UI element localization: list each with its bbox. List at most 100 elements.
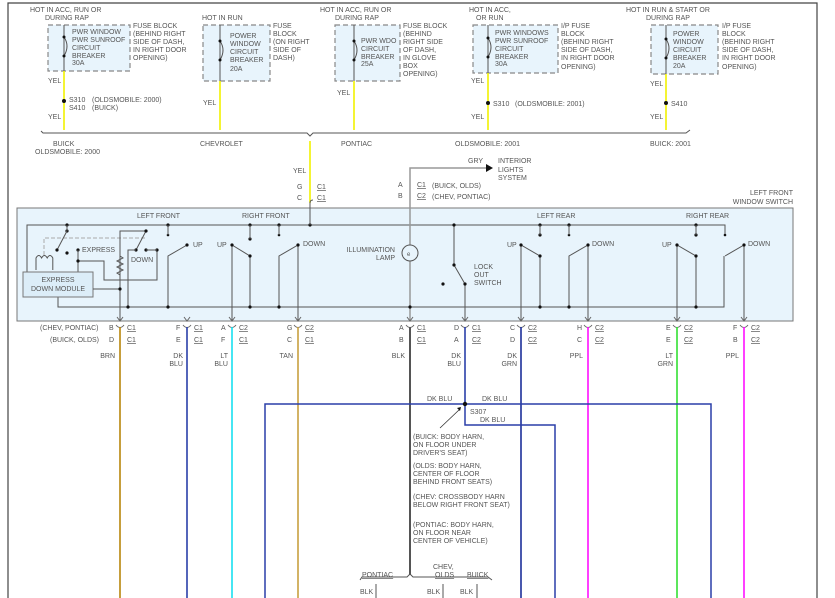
svg-text:PWR SUNROOF: PWR SUNROOF [495,38,548,45]
svg-text:WINDOW: WINDOW [230,41,261,48]
left-front-window-switch: EXPRESS DOWN EXPRESS DOWN MODULE LEFT FR… [16,199,794,322]
wire-color-label: BLU [169,361,183,368]
wire-color-label: DK [507,353,517,360]
svg-text:HOT IN RUN & START OR: HOT IN RUN & START OR [626,7,710,14]
terminal-arrow-icon [183,316,191,322]
svg-text:CIRCUIT: CIRCUIT [361,46,390,53]
svg-text:OUT: OUT [474,272,490,279]
svg-text:CIRCUIT: CIRCUIT [72,45,101,52]
svg-text:DOWN: DOWN [748,241,770,248]
svg-text:PWR WINDOWS: PWR WINDOWS [495,30,549,37]
svg-text:OPENING): OPENING) [722,64,757,71]
arrow-icon [486,164,493,172]
wire-color-label: PPL [570,353,583,360]
arrow-icon [457,407,461,411]
terminal-label: C2 [528,325,537,332]
splice-dot [664,101,668,105]
terminal-label: A [221,325,226,332]
svg-text:DOWN: DOWN [303,241,325,248]
svg-text:(BEHIND RIGHT: (BEHIND RIGHT [722,39,775,46]
svg-text:BOX: BOX [403,63,418,70]
terminal-label: C2 [528,337,537,344]
splice-location-notes: (BUICK: BODY HARN,ON FLOOR UNDERDRIVER'S… [413,434,510,545]
svg-text:(OLDSMOBILE: 2001): (OLDSMOBILE: 2001) [515,101,585,108]
svg-text:FUSE: FUSE [273,23,292,30]
illumination-lamp-icon [401,244,419,262]
terminal-label: C2 [684,325,693,332]
svg-text:DRIVER'S SEAT): DRIVER'S SEAT) [413,450,468,457]
terminal-label: C1 [194,325,203,332]
svg-text:S310: S310 [493,101,509,108]
component-title: WINDOW SWITCH [733,199,793,206]
svg-text:S307: S307 [470,409,486,416]
svg-text:OPENING): OPENING) [133,55,168,62]
svg-text:FUSE BLOCK: FUSE BLOCK [133,23,178,30]
terminal-label: C2 [751,325,760,332]
terminal-arrow-icon [740,316,748,322]
svg-text:LIGHTS: LIGHTS [498,167,524,174]
svg-text:PWR SUNROOF: PWR SUNROOF [72,37,125,44]
svg-text:PWR WDO: PWR WDO [361,38,397,45]
svg-text:C1: C1 [317,195,326,202]
rf-down-switch [278,244,299,321]
svg-text:ILLUMINATION: ILLUMINATION [347,247,396,254]
svg-text:YEL: YEL [650,114,663,121]
terminal-label: C [287,337,292,344]
svg-text:DURING RAP: DURING RAP [646,15,690,22]
rr-up-switch [676,244,697,321]
model-bracket [40,129,691,137]
svg-text:BREAKER: BREAKER [673,55,706,62]
source-circuit-breaker-1: HOT IN ACC, RUN OR DURING RAP PWR WINDOW… [30,7,187,130]
terminal-label: C1 [194,337,203,344]
svg-text:OPENING): OPENING) [403,71,438,78]
terminal-label: H [577,325,582,332]
group-label: LEFT REAR [537,213,575,220]
svg-text:CIRCUIT: CIRCUIT [230,49,259,56]
svg-text:EXPRESS: EXPRESS [82,247,115,254]
svg-text:S310: S310 [69,97,85,104]
terminal-label: C [577,337,582,344]
svg-text:C1: C1 [317,184,326,191]
svg-text:BREAKER: BREAKER [230,57,263,64]
svg-text:(BUICK, OLDS): (BUICK, OLDS) [432,183,481,190]
wire-color-label: GRN [501,361,517,368]
terminal-label: B [733,337,738,344]
lr-up-switch [520,244,541,321]
svg-text:HOT IN RUN: HOT IN RUN [202,15,243,22]
svg-text:(PONTIAC: BODY HARN,: (PONTIAC: BODY HARN, [413,522,494,529]
terminal-label: B [399,337,404,344]
svg-text:(CHEV: CROSSBODY HARN: (CHEV: CROSSBODY HARN [413,494,505,501]
svg-text:(BUICK: BODY HARN,: (BUICK: BODY HARN, [413,434,484,441]
svg-text:YEL: YEL [650,81,663,88]
splice-dot [486,101,490,105]
wire-color-label: BLU [214,361,228,368]
svg-text:YEL: YEL [48,114,61,121]
terminal-label: D [109,337,114,344]
fuse-block-box [47,24,131,72]
svg-text:FUSE BLOCK: FUSE BLOCK [403,23,448,30]
terminal-label: C2 [595,325,604,332]
rf-up-switch [231,244,251,321]
svg-text:25A: 25A [361,61,374,68]
terminal-label: A [454,337,459,344]
svg-text:BLOCK: BLOCK [561,31,585,38]
wire-color-label: BLK [392,353,406,360]
circuit-breaker-icon [219,40,224,61]
svg-text:YEL: YEL [203,100,216,107]
terminal-label: C [510,325,515,332]
lock-out-switch [453,225,466,321]
ground-bus [57,256,725,308]
resistor-icon [115,255,125,276]
svg-text:DOWN: DOWN [592,241,614,248]
group-label: RIGHT FRONT [242,213,290,220]
terminal-label: C1 [472,325,481,332]
svg-text:SIDE OF DASH,: SIDE OF DASH, [561,47,612,54]
connector-note: (BUICK, OLDS) [50,337,99,344]
svg-text:DASH): DASH) [273,55,295,62]
fuse-block-box [334,24,401,82]
terminal-label: C2 [751,337,760,344]
svg-text:(ON RIGHT: (ON RIGHT [273,39,310,46]
terminal-arrow-icon [294,316,302,322]
svg-text:BREAKER: BREAKER [72,53,105,60]
